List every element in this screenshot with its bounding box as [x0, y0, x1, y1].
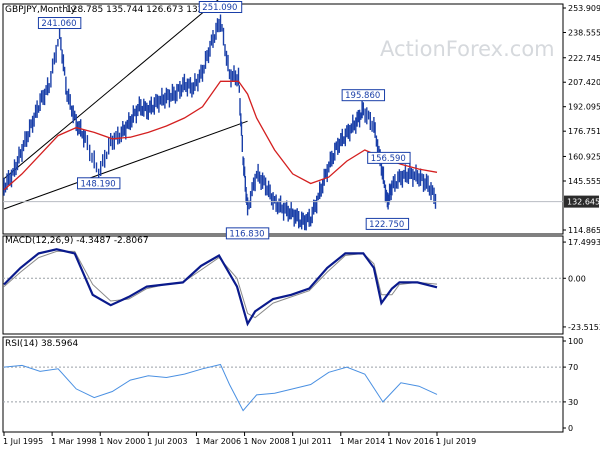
x-axis-tick-label: 1 Nov 2008 [244, 437, 290, 446]
rsi-axis-tick-label: 30 [568, 398, 578, 407]
macd-line [3, 248, 438, 327]
macd-panel-frame [2, 235, 564, 335]
macd-axis-tick-label: -23.5153 [568, 323, 600, 332]
macd-axis-tick-label: 17.4993 [568, 238, 600, 247]
price-annotation-box [341, 89, 386, 102]
price-panel-title: GBPJPY,Monthly [5, 5, 77, 15]
rsi-axis-tick-label: 100 [568, 337, 583, 346]
x-axis-tick-label: 1 Jul 2003 [147, 437, 187, 446]
price-annotation-box [365, 217, 410, 230]
x-axis-tick-label: 1 Nov 2016 [388, 437, 434, 446]
price-axis-tick-label: 176.751 [568, 127, 600, 136]
price-panel-ohlc: 128.785 135.744 126.673 132.645 [66, 5, 223, 15]
x-axis-tick-label: 1 Jul 1995 [3, 437, 43, 446]
trendline-1 [3, 0, 219, 180]
macd-panel-title: MACD(12,26,9) -4.3487 -2.8067 [5, 236, 149, 246]
price-axis-tick-label: 238.555 [568, 29, 600, 38]
price-annotation-label: 251.090 [202, 3, 237, 13]
price-annotation-label: 241.060 [41, 19, 76, 29]
x-axis-tick-label: 1 Mar 2014 [340, 437, 386, 446]
price-annotation-label: 195.860 [345, 91, 380, 101]
watermark-text: ActionForex.com [380, 37, 555, 61]
rsi-axis-tick-label: 70 [568, 363, 578, 372]
rsi-panel-title: RSI(14) 38.5964 [5, 339, 78, 349]
price-annotation-box [37, 17, 82, 30]
price-panel-frame [2, 3, 564, 235]
price-annotation-label: 116.830 [229, 229, 264, 239]
price-axis-tick-label: 207.420 [568, 78, 600, 87]
x-axis-tick-label: 1 Mar 2006 [195, 437, 241, 446]
price-annotation-label: 148.190 [81, 179, 116, 189]
x-axis-tick-label: 1 Jul 2011 [292, 437, 332, 446]
price-annotation-box [77, 177, 121, 190]
moving-average-line [3, 80, 438, 191]
price-axis-tick-label: 145.555 [568, 177, 600, 186]
price-axis-tick-label: 132.645 [567, 198, 600, 207]
macd-signal-line [3, 250, 438, 319]
trendline-2 [3, 120, 248, 210]
price-annotation-box [225, 227, 270, 240]
rsi-panel-frame [2, 336, 564, 433]
rsi-line [3, 363, 438, 412]
x-axis-tick-label: 1 Jul 2019 [436, 437, 476, 446]
x-axis-tick-label: 1 Mar 1998 [51, 437, 97, 446]
price-annotation-box [198, 1, 243, 14]
price-annotation-label: 156.590 [371, 154, 406, 164]
price-axis-tick-label: 253.909 [568, 4, 600, 13]
price-annotation-label: 122.750 [369, 220, 404, 230]
price-axis-tick-label: 114.865 [568, 226, 600, 235]
x-axis-tick-label: 1 Nov 2000 [99, 437, 145, 446]
last-price-tag [564, 195, 599, 208]
macd-axis-tick-label: 0.00 [568, 274, 586, 283]
rsi-axis-tick-label: 0 [568, 424, 573, 433]
price-axis-tick-label: 160.925 [568, 152, 600, 161]
price-annotation-box [367, 151, 411, 164]
price-axis-tick-label: 222.745 [568, 54, 600, 63]
price-axis-tick-label: 192.095 [568, 103, 600, 112]
